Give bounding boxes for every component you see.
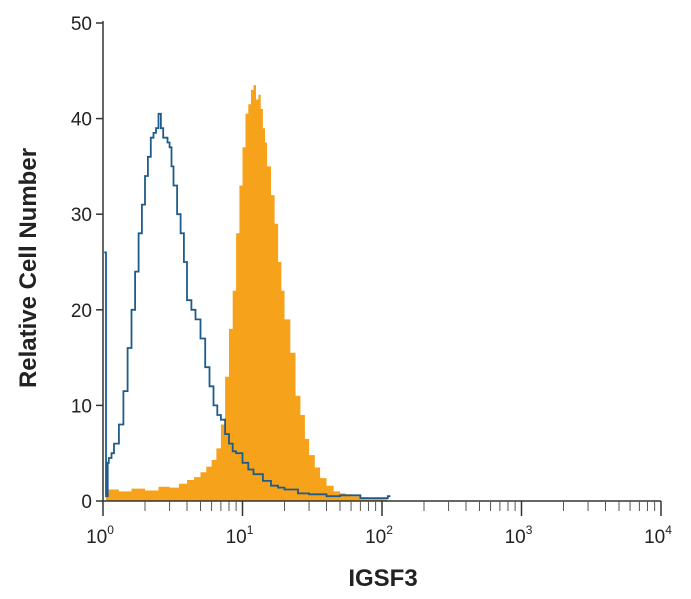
series-outline-histogram bbox=[104, 112, 391, 499]
x-tick-label: 100 bbox=[86, 523, 114, 548]
axes-layer bbox=[102, 21, 661, 502]
y-tick-label: 30 bbox=[71, 205, 92, 226]
x-tick-label: 104 bbox=[644, 523, 672, 548]
series-filled-histogram bbox=[106, 85, 388, 501]
y-axis-title: Relative Cell Number bbox=[15, 148, 42, 388]
y-tick-label: 20 bbox=[71, 301, 92, 322]
ticks-layer bbox=[96, 22, 662, 516]
series-layer bbox=[104, 85, 391, 501]
y-tick-label: 40 bbox=[71, 110, 92, 131]
x-axis-title: IGSF3 bbox=[348, 565, 417, 592]
x-tick-label: 103 bbox=[505, 523, 533, 548]
x-tick-label: 101 bbox=[226, 523, 254, 548]
y-tick-label: 50 bbox=[71, 14, 92, 35]
x-tick-label: 102 bbox=[365, 523, 393, 548]
y-tick-label: 10 bbox=[71, 396, 92, 417]
labels-layer: 0 10 20 30 40 50 100 101 102 103 104 bbox=[71, 14, 672, 548]
y-tick-label: 0 bbox=[81, 492, 92, 513]
